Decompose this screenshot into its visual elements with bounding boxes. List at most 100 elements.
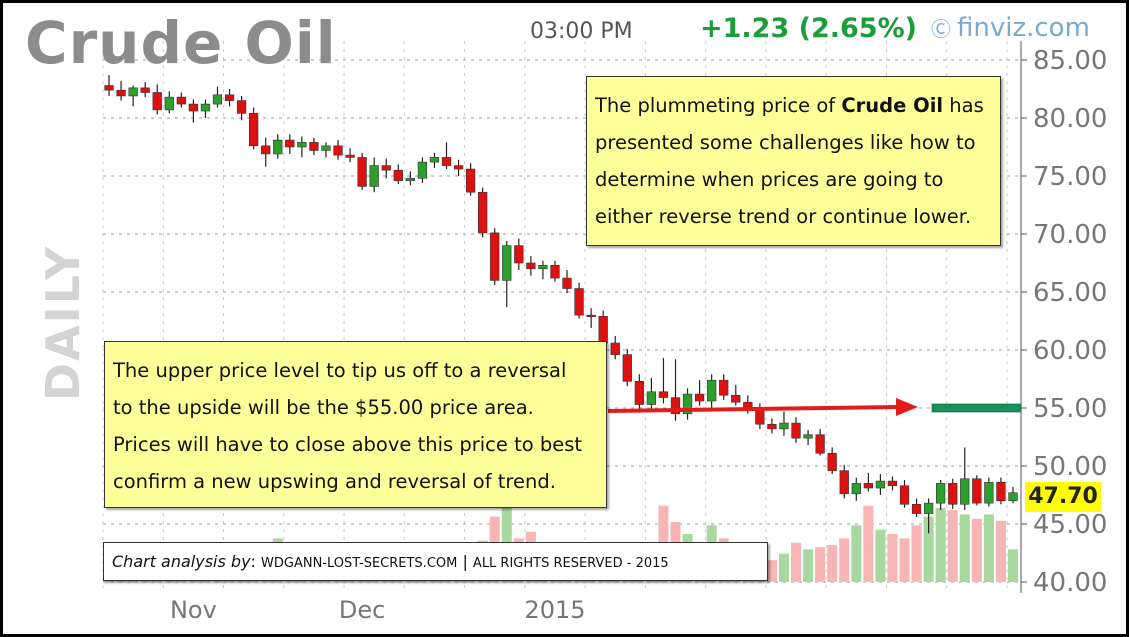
- candle-body: [670, 397, 681, 415]
- timeframe-watermark: DAILY: [33, 243, 93, 403]
- candle-body: [622, 354, 632, 382]
- candle-body: [779, 422, 789, 430]
- credit-site: WDGANN-LOST-SECRETS.COM: [261, 556, 458, 571]
- callout-top-line-3: determine when prices are going to: [595, 168, 944, 191]
- y-tick-label: 75.00: [1033, 162, 1107, 192]
- candle-body: [429, 157, 440, 163]
- candle-body: [116, 89, 126, 97]
- candle-body: [478, 191, 488, 234]
- volume-bar: [887, 534, 898, 582]
- x-tick-label: Nov: [170, 596, 217, 624]
- callout-top-text-c: has: [943, 94, 984, 117]
- current-price-badge: 47.70: [1025, 482, 1101, 512]
- candle-body: [417, 161, 428, 179]
- volume-bar: [815, 547, 826, 582]
- candle-body: [960, 478, 970, 505]
- price-change: +1.23 (2.65%): [700, 13, 917, 44]
- volume-bar: [971, 518, 982, 582]
- candle-body: [441, 157, 452, 166]
- callout-bottom-line-1: The upper price level to tip us off to a…: [113, 359, 567, 382]
- candle-body: [646, 391, 657, 405]
- y-tick-label: 40.00: [1033, 568, 1107, 598]
- candle-body: [707, 379, 717, 402]
- candle-body: [731, 394, 741, 403]
- candle-body: [261, 145, 271, 155]
- candle-body: [851, 483, 861, 495]
- candle-body: [815, 434, 825, 454]
- candle-body: [514, 245, 524, 264]
- candle-body: [224, 94, 235, 101]
- quote-time: 03:00 PM: [530, 19, 633, 44]
- candle-body: [803, 434, 813, 439]
- volume-bar: [899, 538, 910, 582]
- candle-body: [923, 502, 934, 514]
- candle-body: [996, 481, 1006, 502]
- volume-bar: [923, 516, 934, 582]
- candle-body: [694, 393, 705, 402]
- candle-body: [164, 96, 174, 111]
- callout-top-line-4: either reverse trend or continue lower.: [595, 205, 972, 228]
- axis-layer: 85.00 80.00 75.00 70.00 65.00 60.00 55.00 50.00…: [170, 41, 1107, 624]
- y-tick-label: 80.00: [1033, 104, 1107, 134]
- candle-body: [104, 85, 114, 91]
- candle-body: [345, 154, 355, 158]
- y-tick-label: 45.00: [1033, 510, 1107, 540]
- candle-body: [381, 165, 391, 171]
- candle-body: [550, 265, 560, 279]
- candle-body: [791, 422, 801, 439]
- candle-body: [200, 103, 211, 112]
- callout-bottom: The upper price level to tip us off to a…: [104, 341, 607, 508]
- candle-layer: [104, 75, 1018, 534]
- arrow-line: [607, 405, 899, 413]
- candle-body: [911, 503, 922, 514]
- volume-bar: [1007, 549, 1018, 582]
- overlay-layer: [607, 398, 1022, 416]
- volume-bar: [791, 542, 802, 582]
- credit-rights: ALL RIGHTS RESERVED - 2015: [472, 556, 669, 571]
- candle-body: [767, 423, 777, 430]
- volume-bar: [501, 496, 512, 582]
- credit-colon: :: [250, 552, 262, 571]
- volume-bar: [803, 549, 814, 582]
- candle-body: [249, 113, 259, 147]
- candle-body: [152, 92, 162, 111]
- volume-bar: [839, 538, 850, 582]
- credit-by: Chart analysis by: [112, 552, 251, 571]
- credit-separator: |: [457, 552, 473, 571]
- candle-body: [562, 277, 572, 289]
- candle-body: [574, 288, 584, 316]
- candle-body: [333, 145, 343, 156]
- volume-bar: [911, 525, 922, 582]
- candle-body: [538, 265, 548, 270]
- volume-bar: [935, 507, 946, 582]
- volume-bar: [947, 510, 958, 582]
- volume-bar: [995, 520, 1006, 582]
- callout-top-text-a: The plummeting price of: [595, 94, 842, 117]
- candle-body: [526, 262, 536, 270]
- timeframe-label: DAILY: [36, 244, 90, 402]
- candle-body: [863, 483, 873, 489]
- candle-body: [273, 139, 283, 155]
- candle-body: [465, 168, 476, 193]
- candle-body: [357, 157, 367, 187]
- candle-body: [321, 145, 331, 151]
- callout-bottom-line-3: Prices will have to close above this pri…: [113, 433, 583, 456]
- candle-body: [369, 165, 379, 187]
- candle-body: [453, 165, 464, 170]
- y-tick-label: 50.00: [1033, 452, 1107, 482]
- candle-body: [948, 483, 958, 505]
- y-tick-label: 60.00: [1033, 336, 1107, 366]
- callout-top-line-1: The plummeting price of Crude Oil has: [595, 87, 1000, 124]
- copyright-icon: Ⓒ: [931, 17, 951, 41]
- y-tick-label: 70.00: [1033, 220, 1107, 250]
- candle-body: [176, 96, 186, 105]
- y-tick-label: 85.00: [1033, 46, 1107, 76]
- x-tick-label: 2015: [524, 596, 585, 624]
- candle-body: [1008, 492, 1018, 502]
- candle-body: [755, 410, 765, 425]
- volume-bar: [851, 525, 862, 582]
- candle-body: [827, 452, 837, 471]
- candle-body: [405, 178, 415, 181]
